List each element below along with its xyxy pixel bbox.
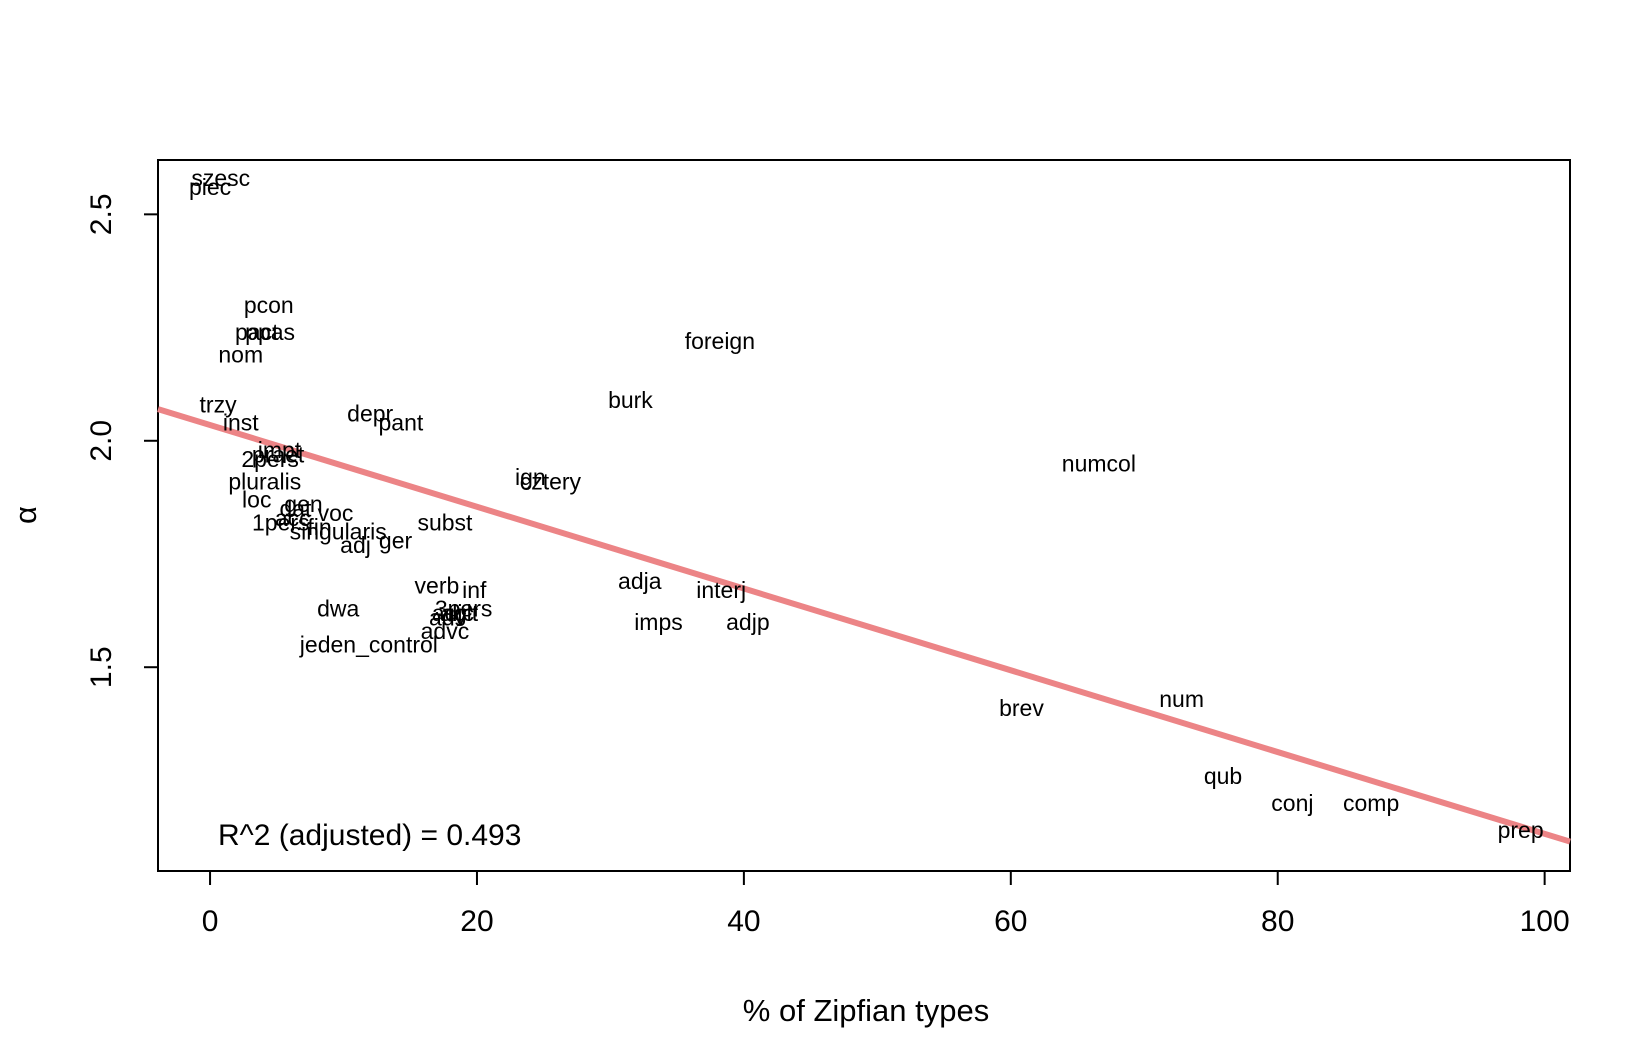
y-tick-label: 2.5 — [85, 193, 118, 235]
y-tick-label: 2.0 — [85, 420, 118, 462]
point-label: fin — [307, 514, 331, 540]
point-label: depr — [347, 401, 393, 427]
point-label: adj — [340, 532, 371, 558]
point-label: imps — [634, 609, 683, 635]
point-label: praet — [252, 441, 305, 467]
point-label: inst — [223, 410, 259, 436]
point-label: cztery — [520, 469, 582, 495]
point-label: numcol — [1062, 450, 1136, 476]
x-tick-label: 20 — [460, 905, 493, 938]
y-axis-title: α — [8, 506, 43, 524]
point-label: nom — [218, 342, 263, 368]
point-label: 3pers — [435, 595, 493, 621]
point-label: comp — [1343, 790, 1399, 816]
point-label: adv — [429, 604, 467, 630]
point-label: pluralis — [228, 469, 301, 495]
point-label: verb — [415, 573, 460, 599]
point-label: adjp — [726, 609, 769, 635]
point-label: prep — [1498, 817, 1544, 843]
point-label: foreign — [685, 328, 755, 354]
r-squared-annotation: R^2 (adjusted) = 0.493 — [218, 819, 521, 852]
x-tick-label: 80 — [1261, 905, 1294, 938]
point-label: singularis — [290, 518, 387, 544]
point-label: pant — [379, 410, 424, 436]
point-label: brev — [999, 695, 1044, 721]
point-label: trzy — [200, 392, 238, 418]
x-tick-label: 40 — [727, 905, 760, 938]
point-label: advc — [421, 618, 470, 644]
point-label: jeden_control — [299, 632, 438, 658]
point-label: adja — [618, 568, 662, 594]
point-label: gen — [284, 491, 322, 517]
plot-frame — [157, 159, 1571, 872]
y-tick-label: 1.5 — [85, 646, 118, 688]
regression-line — [157, 406, 1571, 845]
point-label: ign — [515, 464, 546, 490]
point-label: aglt — [441, 600, 479, 626]
point-label: subst — [417, 509, 473, 535]
point-label: qub — [1204, 763, 1242, 789]
point-label: 2pers — [241, 446, 299, 472]
point-label: interj — [696, 577, 746, 603]
point-label: pcon — [244, 292, 294, 318]
point-label: voc — [318, 500, 354, 526]
x-tick-label: 100 — [1520, 905, 1570, 938]
point-label: pact — [235, 319, 279, 345]
y-axis: 1.5 2.0 2.5 — [85, 193, 159, 688]
point-label: adjc — [432, 600, 474, 626]
x-tick-label: 0 — [202, 905, 219, 938]
point-label: num — [1159, 686, 1204, 712]
point-label: dwa — [317, 595, 359, 621]
point-label: loc — [242, 487, 271, 513]
point-label: piec — [189, 174, 231, 200]
x-axis-title: % of Zipfian types — [743, 993, 989, 1028]
point-label: ger — [379, 527, 413, 553]
point-label: ppas — [245, 319, 295, 345]
point-label: burk — [608, 387, 653, 413]
point-label: inf — [462, 577, 487, 603]
x-tick-label: 60 — [994, 905, 1027, 938]
point-label: impt — [258, 437, 302, 463]
point-label: szesc — [191, 165, 250, 191]
x-axis: 0 20 40 60 80 100 — [202, 870, 1570, 938]
point-label: conj — [1271, 790, 1313, 816]
point-label: 1pers — [252, 509, 310, 535]
point-label: acc — [275, 505, 311, 531]
point-label: dat — [279, 496, 312, 522]
